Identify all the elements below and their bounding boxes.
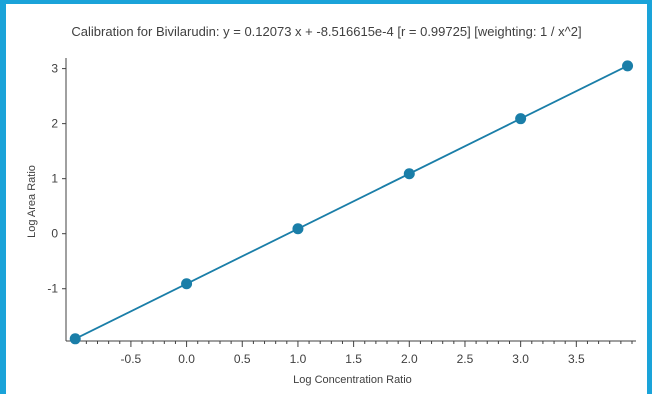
y-tick-label: 2 <box>51 117 58 131</box>
data-point <box>622 60 634 72</box>
chart-title: Calibration for Bivilarudin: y = 0.12073… <box>71 24 582 39</box>
data-point <box>403 168 415 180</box>
y-tick-label: 1 <box>51 172 58 186</box>
data-point <box>515 113 527 125</box>
x-axis-title: Log Concentration Ratio <box>293 374 412 386</box>
y-axis-title: Log Area Ratio <box>26 165 38 238</box>
data-point <box>181 278 193 290</box>
x-tick-label: 3.0 <box>512 352 529 366</box>
x-tick-label: 1.0 <box>290 352 307 366</box>
x-tick-label: 3.5 <box>568 352 585 366</box>
x-tick-label: 2.5 <box>457 352 474 366</box>
fit-line-group <box>74 65 628 340</box>
x-tick-label: 1.5 <box>345 352 362 366</box>
x-tick-label: 0.5 <box>234 352 251 366</box>
y-tick-label: -1 <box>47 282 58 296</box>
x-tick-label: -0.5 <box>121 352 142 366</box>
y-tick-label: 3 <box>51 62 58 76</box>
data-points <box>69 60 634 345</box>
axes: -1 0 1 2 3 -0.5 0.0 0.5 1.0 1.5 2.0 2.5 3.0 3.5 <box>47 58 636 366</box>
data-point <box>69 333 81 345</box>
data-point <box>292 223 304 235</box>
x-tick-label: 0.0 <box>178 352 195 366</box>
fit-line <box>74 65 628 340</box>
x-tick-label: 2.0 <box>401 352 418 366</box>
y-tick-label: 0 <box>51 227 58 241</box>
